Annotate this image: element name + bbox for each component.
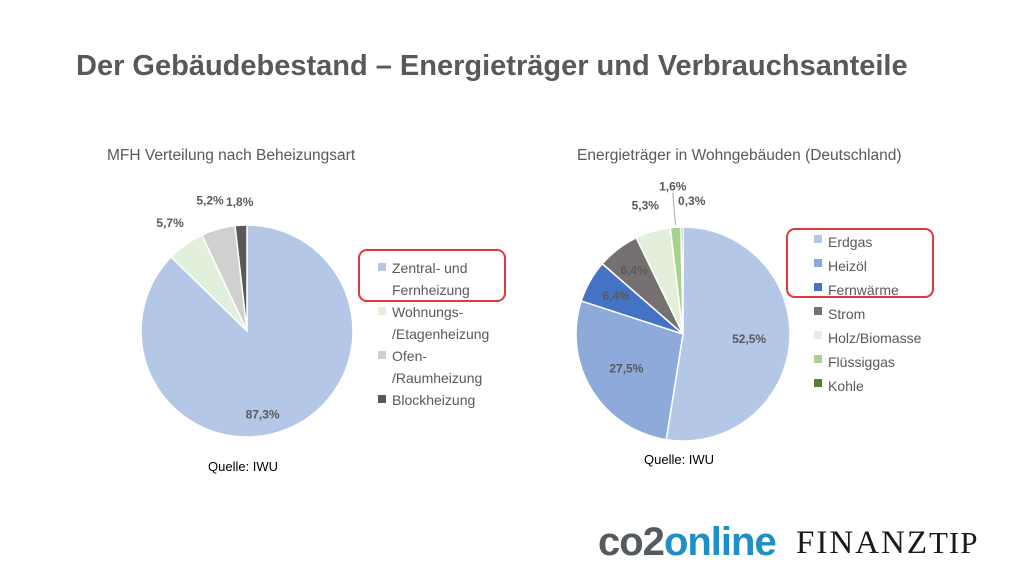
legend-swatch <box>814 379 822 387</box>
legend-label: Erdgas <box>828 234 873 250</box>
pie-chart-heating-type: 87,3% 5,7% 5,2% 1,8% <box>140 194 354 438</box>
legend-energy-sources: Erdgas Heizöl Fernwärme Strom Holz/Bioma… <box>814 230 944 398</box>
pie-slice-erdgas <box>665 226 791 442</box>
legend-swatch <box>378 263 386 271</box>
legend-item: Strom <box>814 302 944 326</box>
legend-swatch <box>814 235 822 243</box>
pie-chart-energy-sources: 52,5% 27,5% 6,4% 6,4% 5,3% 1,6%0,3% <box>575 180 791 442</box>
legend-item: Zentral- und Fernheizung <box>378 258 508 301</box>
legend-item: Kohle <box>814 374 944 398</box>
slide-title: Der Gebäudebestand – Energieträger und V… <box>76 50 908 82</box>
legend-item: Erdgas <box>814 230 944 254</box>
data-label-strom: 6,4% <box>621 263 649 277</box>
legend-swatch <box>814 355 822 363</box>
data-label-wohnungs-etagenheizung: 5,7% <box>156 216 184 230</box>
data-label-zentral-und-fernheizung: 87,3% <box>246 407 280 421</box>
legend-item: Holz/Biomasse <box>814 326 944 350</box>
data-label-fl-ssiggas: 1,6% <box>659 180 687 194</box>
highlight-box-right <box>786 228 934 298</box>
data-label-holz-biomasse: 5,3% <box>632 199 660 213</box>
legend-label: Holz/Biomasse <box>828 330 922 346</box>
legend-item: Blockheizung <box>378 390 508 412</box>
legend-label: Flüssiggas <box>828 354 895 370</box>
co2online-logo: co2online <box>598 518 777 566</box>
pie-slice-heiz-l <box>575 299 684 441</box>
pie-slice-blockheizung <box>234 224 248 332</box>
legend-label: Blockheizung <box>392 392 476 408</box>
legend-item: Flüssiggas <box>814 350 944 374</box>
legend-label: Strom <box>828 306 866 322</box>
legend-swatch <box>814 259 822 267</box>
chart-title-energy-sources: Energieträger in Wohngebäuden (Deutschla… <box>577 147 902 164</box>
legend-label: Wohnungs-/Etagenheizung <box>392 304 490 342</box>
logo-online-text: online <box>663 520 777 564</box>
legend-label: Ofen-/Raumheizung <box>392 348 483 386</box>
chart-title-heating-type: MFH Verteilung nach Beheizungsart <box>107 147 356 164</box>
legend-swatch <box>378 307 386 315</box>
legend-swatch <box>814 307 822 315</box>
logo-finanz-text: FINANZ <box>796 525 929 561</box>
pie-slice-kohle <box>680 226 684 335</box>
data-label-heiz-l: 27,5% <box>609 362 643 376</box>
legend-swatch <box>378 351 386 359</box>
legend-item: Fernwärme <box>814 278 944 302</box>
legend-item: Heizöl <box>814 254 944 278</box>
source-label-left: Quelle: IWU <box>208 459 279 474</box>
legend-item: Wohnungs-/Etagenheizung <box>378 302 508 345</box>
legend-label: Heizöl <box>828 258 867 274</box>
data-label-fernw-rme: 6,4% <box>602 289 630 303</box>
legend-label: Kohle <box>828 378 864 394</box>
logo-tip-text: TIP <box>929 525 979 560</box>
data-label-ofen-raumheizung: 5,2% <box>196 194 224 208</box>
legend-label: Zentral- und Fernheizung <box>392 260 470 298</box>
legend-heating-type: Zentral- und Fernheizung Wohnungs-/Etagen… <box>378 258 508 413</box>
data-label-kohle: 0,3% <box>678 194 706 208</box>
finanztip-logo: FINANZTIP <box>796 523 979 563</box>
legend-swatch <box>814 331 822 339</box>
legend-swatch <box>378 395 386 403</box>
data-label-blockheizung: 1,8% <box>226 195 254 209</box>
legend-swatch <box>814 283 822 291</box>
data-label-erdgas: 52,5% <box>732 332 766 346</box>
source-label-right: Quelle: IWU <box>644 452 715 467</box>
legend-item: Ofen-/Raumheizung <box>378 346 508 389</box>
data-label-leader <box>672 192 676 226</box>
logo-co2-text: co2 <box>598 520 665 564</box>
legend-label: Fernwärme <box>828 282 899 298</box>
highlight-box-left <box>358 249 506 302</box>
